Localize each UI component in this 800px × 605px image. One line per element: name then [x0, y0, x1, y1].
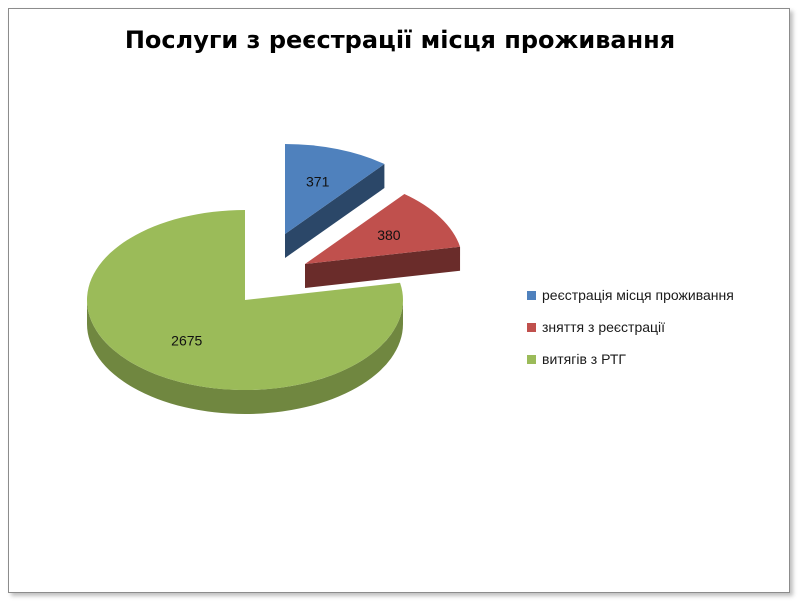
- pie-slice-deregistration-cut-face: [305, 246, 461, 288]
- legend-label-registration: реєстрація місця проживання: [542, 287, 734, 303]
- pie-slice-deregistration-top: [305, 194, 461, 264]
- data-label-registration: 371: [306, 173, 330, 189]
- chart-legend: реєстрація місця проживання зняття з реє…: [527, 283, 734, 379]
- pie-slice-registration-top: [285, 144, 385, 234]
- legend-swatch-registration: [527, 290, 536, 300]
- data-label-deregistration: 380: [377, 227, 401, 243]
- legend-swatch-deregistration: [527, 322, 536, 332]
- legend-label-deregistration: зняття з реєстрації: [542, 319, 666, 335]
- data-label-extracts: 2675: [171, 332, 202, 348]
- legend-item-registration: реєстрація місця проживання: [527, 283, 734, 307]
- pie-slice-extracts-top: [87, 210, 404, 391]
- pie-slice-extracts: 2675: [87, 210, 404, 414]
- legend-label-extracts: витягів з РТГ: [542, 351, 626, 367]
- pie-slice-extracts-side: [87, 300, 403, 414]
- pie-slice-registration-cut-face: [285, 164, 385, 258]
- pie-slice-registration: 371: [285, 144, 385, 258]
- legend-item-extracts: витягів з РТГ: [527, 347, 734, 371]
- legend-swatch-extracts: [527, 354, 536, 364]
- legend-item-deregistration: зняття з реєстрації: [527, 315, 734, 339]
- pie-slice-deregistration: 380: [305, 194, 461, 288]
- chart-title: Послуги з реєстрації місця проживання: [124, 26, 676, 54]
